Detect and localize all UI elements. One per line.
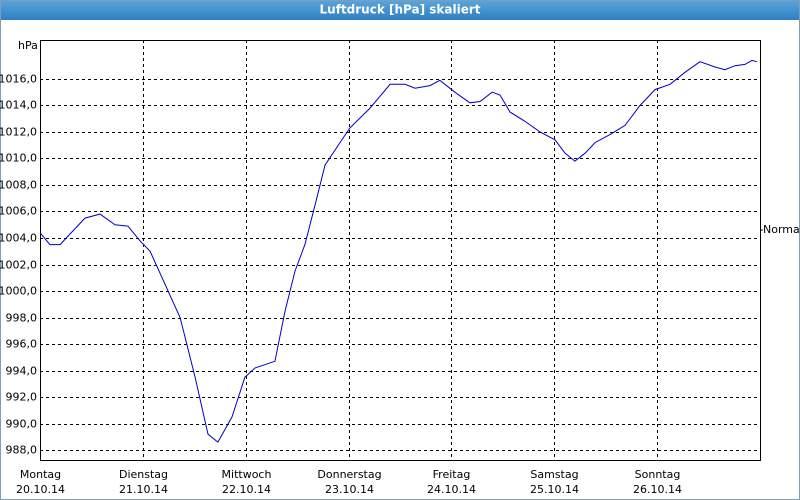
y-tick-label: 1006,0 (0, 205, 37, 218)
x-tick-date: 21.10.14 (119, 483, 168, 496)
x-tick-date: 26.10.14 (633, 483, 682, 496)
x-tick-label: Freitag (433, 468, 471, 481)
x-tick-label: Mittwoch (222, 468, 272, 481)
y-tick-label: 1004,0 (0, 232, 37, 245)
y-tick-label: 1008,0 (0, 179, 37, 192)
x-tick-date: 25.10.14 (530, 483, 579, 496)
plot-frame (40, 40, 761, 461)
title-bar (0, 0, 800, 20)
y-tick-label: 1002,0 (0, 259, 37, 272)
x-tick-date: 23.10.14 (325, 483, 374, 496)
pressure-line (39, 59, 758, 443)
y-tick-label: 1014,0 (0, 99, 37, 112)
normal-label: Normal (763, 223, 800, 236)
x-tick-date: 22.10.14 (222, 483, 271, 496)
y-tick-label: 988,0 (6, 444, 38, 457)
x-tick-label: Dienstag (119, 468, 168, 481)
y-tick-label: 996,0 (6, 338, 38, 351)
y-tick-label: 998,0 (6, 312, 38, 325)
y-tick-label: 1016,0 (0, 73, 37, 86)
x-tick-label: Montag (20, 468, 61, 481)
y-tick-label: 990,0 (6, 418, 38, 431)
x-tick-date: 24.10.14 (427, 483, 476, 496)
x-tick-label: Sonntag (635, 468, 681, 481)
x-tick-label: Donnerstag (317, 468, 381, 481)
chart-title: Luftdruck [hPa] skaliert (320, 3, 481, 17)
x-tick-label: Samstag (530, 468, 578, 481)
y-tick-label: 1000,0 (0, 285, 37, 298)
y-tick-label: 1010,0 (0, 152, 37, 165)
y-tick-label: 992,0 (6, 391, 38, 404)
y-unit: hPa (18, 39, 38, 52)
x-tick-date: 20.10.14 (16, 483, 65, 496)
y-tick-label: 1012,0 (0, 126, 37, 139)
y-tick-label: 994,0 (6, 365, 38, 378)
